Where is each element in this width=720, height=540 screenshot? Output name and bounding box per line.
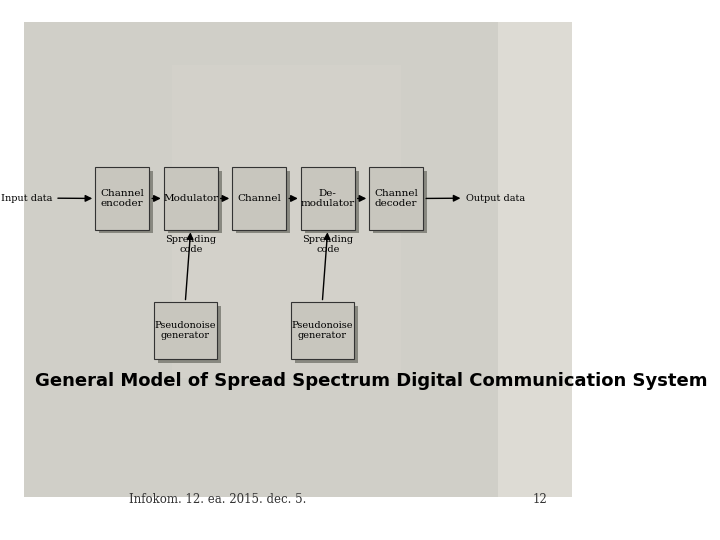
Bar — [172, 65, 400, 378]
Bar — [168, 171, 222, 233]
Text: General Model of Spread Spectrum Digital Communication System: General Model of Spread Spectrum Digital… — [35, 372, 708, 390]
Bar — [369, 167, 423, 230]
Text: Spreading
code: Spreading code — [302, 235, 354, 254]
Bar — [295, 306, 358, 363]
Bar — [305, 171, 359, 233]
Bar — [236, 171, 290, 233]
Bar — [158, 306, 221, 363]
Bar — [95, 167, 149, 230]
Text: Channel
decoder: Channel decoder — [374, 189, 418, 208]
Text: Infokom. 12. ea. 2015. dec. 5.: Infokom. 12. ea. 2015. dec. 5. — [129, 493, 307, 506]
Text: 12: 12 — [533, 493, 548, 506]
Text: De-
modulator: De- modulator — [300, 189, 355, 208]
Text: Pseudonoise
generator: Pseudonoise generator — [155, 321, 216, 340]
Bar — [99, 171, 153, 233]
Text: Output data: Output data — [466, 194, 526, 202]
Text: Channel
encoder: Channel encoder — [100, 189, 144, 208]
Text: Modulator: Modulator — [163, 194, 218, 203]
Bar — [154, 302, 217, 359]
Text: Input data: Input data — [1, 194, 53, 202]
Bar — [373, 171, 428, 233]
Bar — [24, 22, 498, 497]
Bar — [301, 167, 355, 230]
Text: Spreading
code: Spreading code — [165, 235, 216, 254]
Text: Channel: Channel — [238, 194, 281, 203]
Bar — [291, 302, 354, 359]
Bar — [498, 22, 572, 497]
Text: Pseudonoise
generator: Pseudonoise generator — [292, 321, 353, 340]
Bar — [232, 167, 287, 230]
Bar — [163, 167, 218, 230]
